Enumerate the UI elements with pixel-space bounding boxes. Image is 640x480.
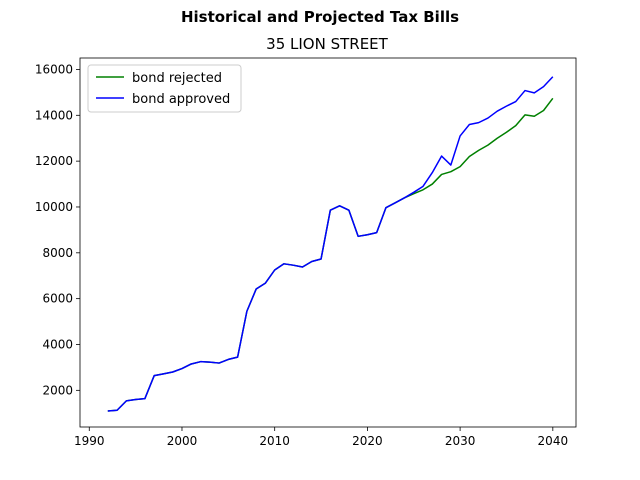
x-tick-label: 2030 (445, 434, 476, 448)
chart-suptitle: Historical and Projected Tax Bills (181, 8, 459, 26)
x-tick-label: 2040 (538, 434, 569, 448)
y-tick-label: 8000 (42, 246, 73, 260)
y-tick-label: 10000 (35, 200, 73, 214)
series-line-1 (107, 76, 554, 412)
y-tick-label: 14000 (35, 108, 73, 122)
x-tick-label: 2020 (352, 434, 383, 448)
legend-label-1: bond approved (132, 92, 230, 107)
plot-area: 1990 2000 2010 2020 2030 2040 2000 4000 6000 8000… (35, 57, 577, 448)
axes-frame (79, 57, 577, 428)
x-tick-label: 2010 (259, 434, 290, 448)
chart-title: 35 LION STREET (266, 35, 388, 53)
legend-box (87, 64, 242, 113)
series-line-0 (107, 97, 554, 412)
legend-label-0: bond rejected (132, 71, 222, 86)
y-tick-label: 2000 (42, 383, 73, 397)
y-tick-label: 4000 (42, 337, 73, 351)
x-tick-label: 2000 (167, 434, 198, 448)
y-tick-label: 16000 (35, 62, 73, 76)
y-tick-label: 6000 (42, 292, 73, 306)
y-tick-label: 12000 (35, 154, 73, 168)
x-tick-label: 1990 (74, 434, 105, 448)
